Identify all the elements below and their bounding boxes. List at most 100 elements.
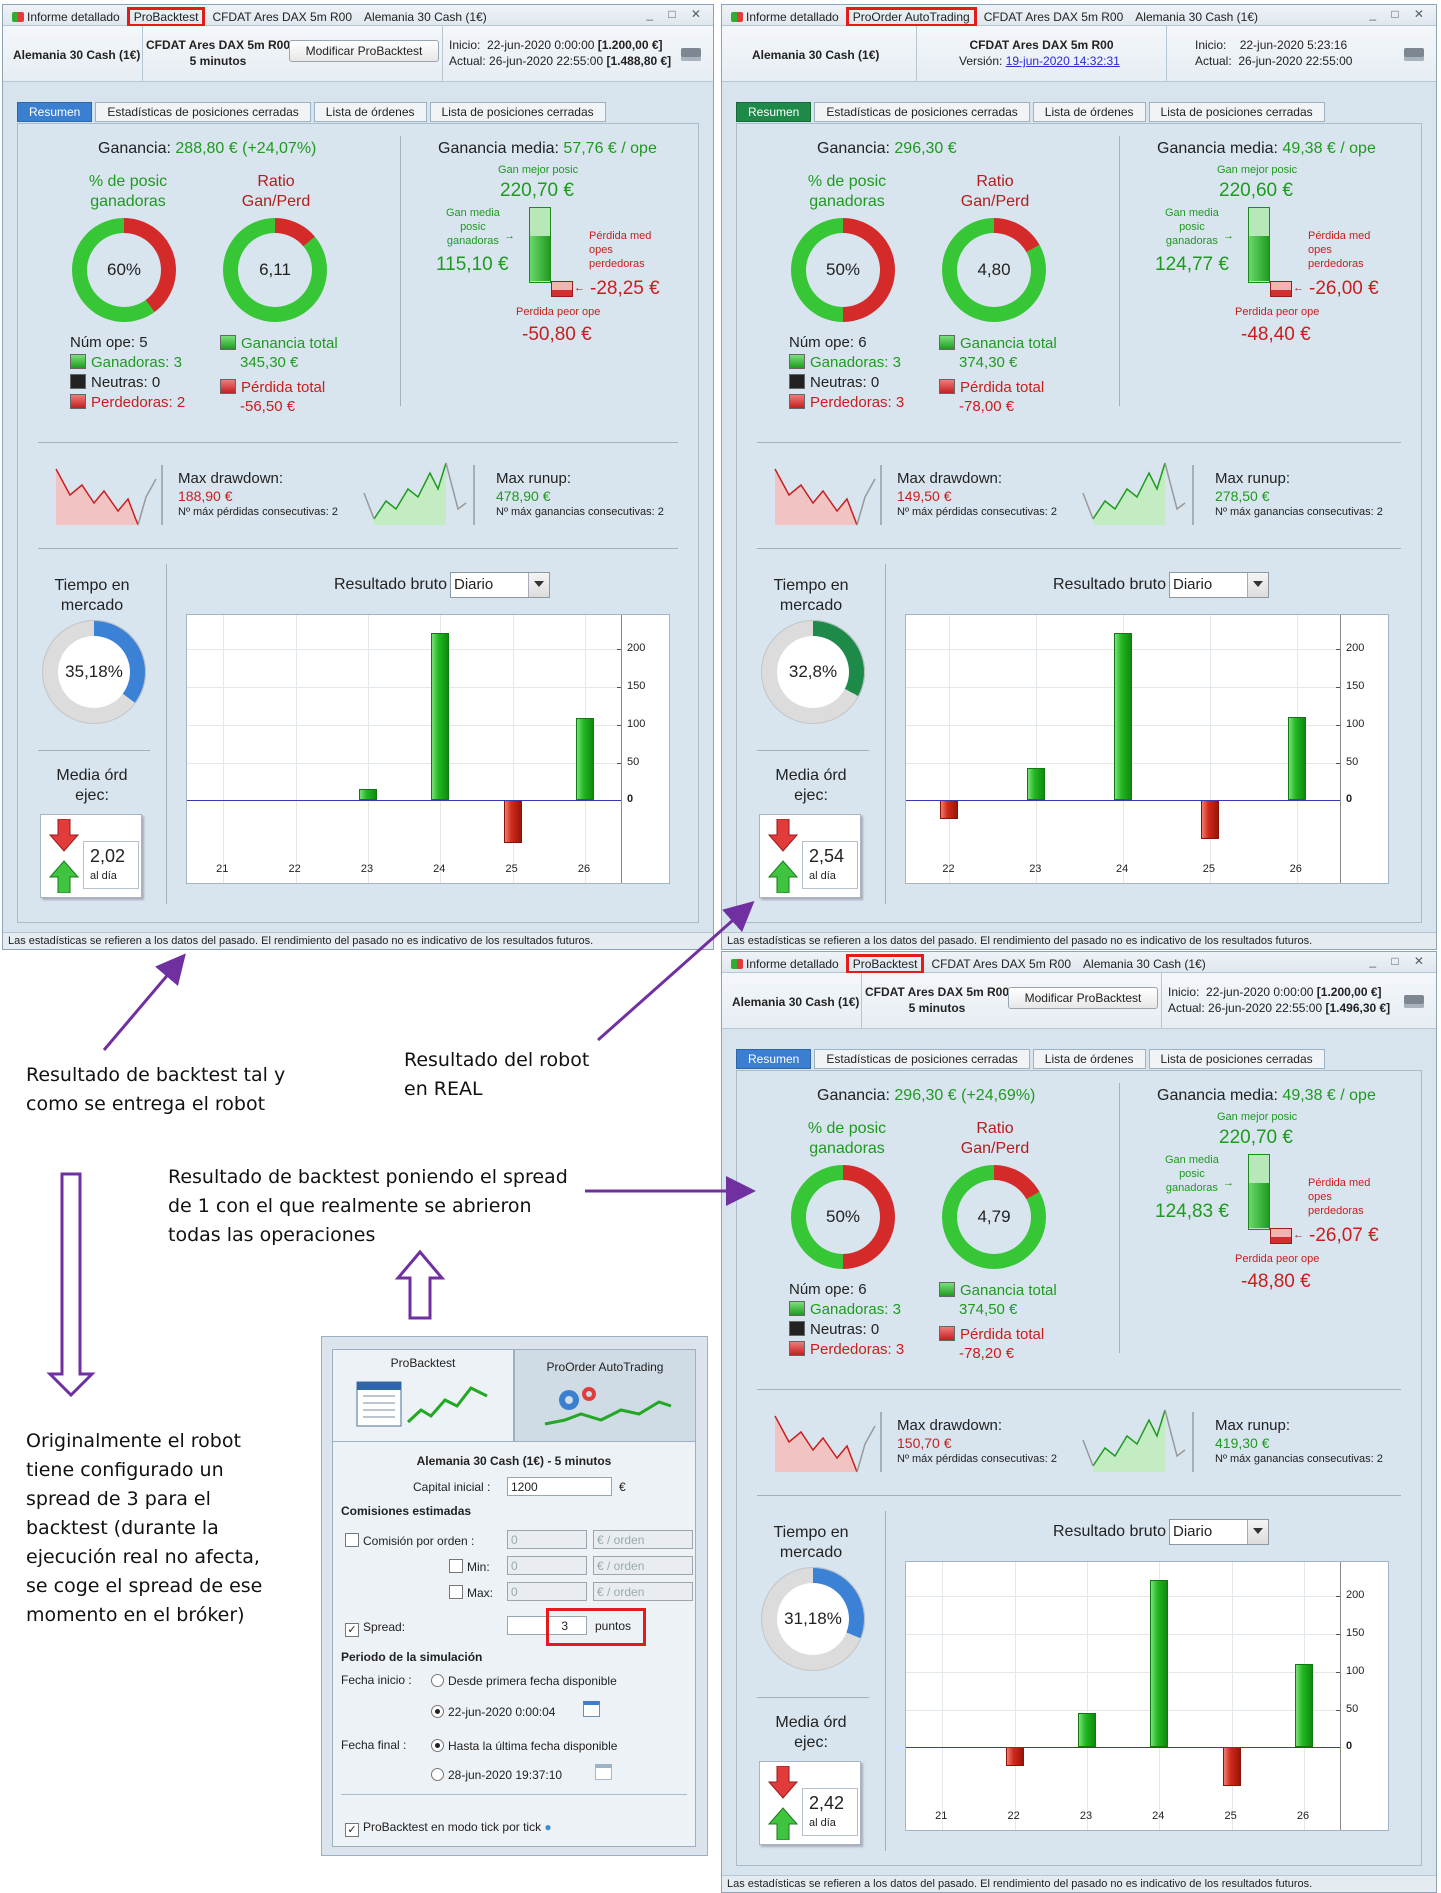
capital-input[interactable]: 1200: [507, 1477, 612, 1496]
min-checkbox[interactable]: [449, 1559, 463, 1573]
tab-instrument[interactable]: Alemania 30 Cash (1€): [364, 10, 487, 24]
max-checkbox[interactable]: [449, 1585, 463, 1599]
tab-resumen[interactable]: Resumen: [17, 102, 93, 122]
tab-instrument[interactable]: Alemania 30 Cash (1€): [1135, 10, 1259, 24]
modify-probacktest-button[interactable]: Modificar ProBacktest: [289, 40, 439, 62]
tab-estadisticas[interactable]: Estadísticas de posiciones cerradas: [95, 102, 311, 122]
printer-icon[interactable]: [681, 48, 701, 61]
tab-mode[interactable]: ProBacktest: [845, 954, 925, 974]
radio-fecha-inicio[interactable]: [431, 1705, 444, 1718]
actual-row: Actual: 26-jun-2020 22:55:00 [1.496,30 €…: [1168, 1001, 1391, 1015]
printer-icon[interactable]: [1404, 995, 1424, 1008]
avg-loss-bar: [1270, 1228, 1292, 1244]
opt-fecha-final[interactable]: 28-jun-2020 19:37:10: [431, 1768, 562, 1782]
green-square-icon: [939, 335, 955, 350]
chevron-down-icon[interactable]: [1247, 1520, 1268, 1544]
chevron-down-icon[interactable]: [1247, 573, 1268, 597]
tab-estadisticas[interactable]: Estadísticas de posiciones cerradas: [814, 102, 1030, 122]
period-select[interactable]: Diario: [1169, 1519, 1269, 1545]
tab-strategy[interactable]: CFDAT Ares DAX 5m R00: [931, 957, 1072, 971]
tab-instrument[interactable]: Alemania 30 Cash (1€): [1083, 957, 1206, 971]
radio-primera[interactable]: [431, 1674, 444, 1687]
tab-resumen[interactable]: Resumen: [736, 1049, 812, 1069]
max-input[interactable]: 0: [507, 1582, 587, 1601]
orders-value-box: 2,02 al día: [83, 841, 139, 889]
opt-fecha-final-label: 28-jun-2020 19:37:10: [448, 1768, 563, 1782]
tab-informe-detallado[interactable]: Informe detallado: [726, 8, 844, 26]
comision-input[interactable]: 0: [507, 1530, 587, 1549]
max-dd-value: 150,70 €: [897, 1435, 952, 1451]
chart-y-tick-label: 100: [1346, 717, 1365, 730]
tab-mode[interactable]: ProBacktest: [126, 7, 206, 27]
tab-lista-ordenes[interactable]: Lista de órdenes: [313, 102, 427, 122]
window-controls[interactable]: _ □ ✕: [646, 7, 707, 21]
pct-ganadoras-label: % de posic ganadoras: [88, 173, 168, 210]
max-dd-label: Max drawdown:: [897, 470, 1003, 487]
chart-vgrid: [1014, 1562, 1016, 1830]
tab-mode[interactable]: ProOrder AutoTrading: [845, 7, 977, 27]
hollow-arrow-down: [46, 1172, 96, 1398]
tab-resumen[interactable]: Resumen: [736, 102, 812, 122]
tab-lista-ordenes[interactable]: Lista de órdenes: [1032, 102, 1146, 122]
opt-fecha-inicio[interactable]: 22-jun-2020 0:00:04: [431, 1705, 555, 1719]
radio-ultima[interactable]: [431, 1739, 444, 1752]
tab-lista-posiciones[interactable]: Lista de posiciones cerradas: [1148, 1049, 1325, 1069]
period-select[interactable]: Diario: [1169, 572, 1269, 598]
vertical-separator: [1119, 1083, 1120, 1353]
calendar-icon-final[interactable]: [595, 1764, 612, 1780]
calendar-icon[interactable]: [583, 1701, 600, 1717]
gan-total-row: Ganancia total 374,30 €: [939, 334, 1057, 372]
spread-checkbox[interactable]: ✓: [345, 1623, 359, 1637]
max-unit-select[interactable]: € / orden: [593, 1582, 693, 1601]
window-controls[interactable]: _ □ ✕: [1369, 954, 1430, 968]
tab-estadisticas[interactable]: Estadísticas de posiciones cerradas: [814, 1049, 1030, 1069]
strategy-name: CFDAT Ares DAX 5m R00: [864, 985, 1010, 999]
tab-lista-posiciones[interactable]: Lista de posiciones cerradas: [1148, 102, 1325, 122]
tab-strategy[interactable]: CFDAT Ares DAX 5m R00: [212, 10, 353, 24]
footer-disclaimer: Las estadísticas se refieren a los datos…: [722, 1875, 1436, 1892]
pct-ganadoras-donut: 60%: [72, 218, 176, 322]
capital-label: Capital inicial :: [413, 1480, 491, 1494]
min-row: Min:: [449, 1559, 490, 1574]
comision-orden-row: Comisión por orden :: [345, 1533, 474, 1548]
dialog-tab-proorder[interactable]: ProOrder AutoTrading: [514, 1349, 696, 1443]
version-link[interactable]: 19-jun-2020 14:32:31: [1005, 54, 1120, 68]
chart-y-tick-label: 100: [1346, 1664, 1365, 1677]
horizontal-separator-3: [757, 1697, 869, 1698]
comision-unit-select[interactable]: € / orden: [593, 1530, 693, 1549]
min-unit-select[interactable]: € / orden: [593, 1556, 693, 1575]
tick-checkbox[interactable]: ✓: [345, 1823, 359, 1837]
window-controls[interactable]: _ □ ✕: [1369, 7, 1430, 21]
actual-row: Actual: 26-jun-2020 22:55:00 [1.488,80 €…: [449, 54, 672, 68]
period-select[interactable]: Diario: [450, 572, 550, 598]
info-bar: Alemania 30 Cash (1€) CFDAT Ares DAX 5m …: [3, 26, 713, 82]
chart-y-tick-mark: [1336, 1671, 1340, 1673]
min-input[interactable]: 0: [507, 1556, 587, 1575]
vertical-separator: [400, 136, 401, 406]
gan-total-row: Ganancia total 374,50 €: [939, 1281, 1057, 1319]
perdedoras-row: Perdedoras: 3: [789, 394, 904, 411]
chart-x-tick-label: 22: [1007, 1810, 1020, 1822]
chart-y-tick-label: 50: [627, 755, 640, 768]
opt-ultima-fecha[interactable]: Hasta la última fecha disponible: [431, 1739, 617, 1753]
tab-lista-ordenes[interactable]: Lista de órdenes: [1032, 1049, 1146, 1069]
printer-icon[interactable]: [1404, 48, 1424, 61]
dialog-tab-probacktest[interactable]: ProBacktest: [332, 1349, 514, 1442]
comision-checkbox[interactable]: [345, 1533, 359, 1547]
inicio-row: Inicio: 22-jun-2020 0:00:00 [1.200,00 €]: [1168, 985, 1382, 999]
radio-fecha-final[interactable]: [431, 1768, 444, 1781]
media-ord-label: Media órd ejec:: [775, 1714, 847, 1751]
max-ru-value: 478,90 €: [496, 488, 551, 504]
ratio-label: Ratio Gan/Perd: [960, 173, 1030, 210]
max-ru-label: Max runup:: [1215, 470, 1291, 487]
chart-y-tick-mark: [1336, 724, 1340, 726]
modify-probacktest-button[interactable]: Modificar ProBacktest: [1008, 987, 1158, 1009]
chevron-down-icon[interactable]: [528, 573, 549, 597]
chart-x-tick-label: 23: [1029, 863, 1042, 875]
tab-strategy[interactable]: CFDAT Ares DAX 5m R00: [983, 10, 1124, 24]
tab-informe-detallado[interactable]: Informe detallado: [726, 955, 844, 973]
tab-informe-detallado[interactable]: Informe detallado: [7, 8, 125, 26]
opt-primera-fecha[interactable]: Desde primera fecha disponible: [431, 1674, 617, 1688]
tab-lista-posiciones[interactable]: Lista de posiciones cerradas: [429, 102, 606, 122]
